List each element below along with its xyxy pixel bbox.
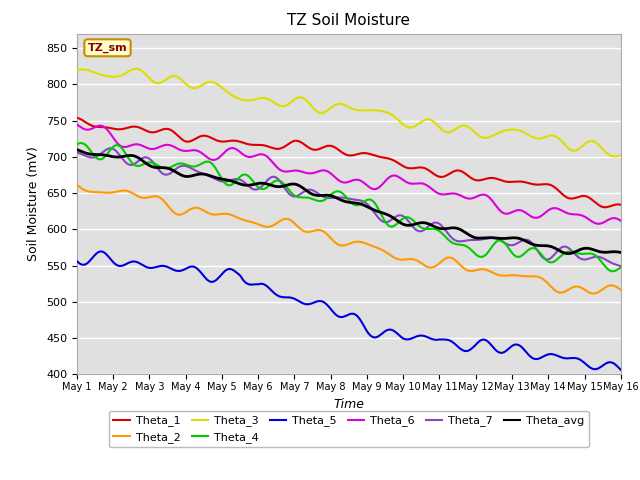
- Text: TZ_sm: TZ_sm: [88, 43, 127, 53]
- Title: TZ Soil Moisture: TZ Soil Moisture: [287, 13, 410, 28]
- Legend: Theta_1, Theta_2, Theta_3, Theta_4, Theta_5, Theta_6, Theta_7, Theta_avg: Theta_1, Theta_2, Theta_3, Theta_4, Thet…: [109, 411, 589, 447]
- Y-axis label: Soil Moisture (mV): Soil Moisture (mV): [28, 146, 40, 262]
- X-axis label: Time: Time: [333, 397, 364, 410]
